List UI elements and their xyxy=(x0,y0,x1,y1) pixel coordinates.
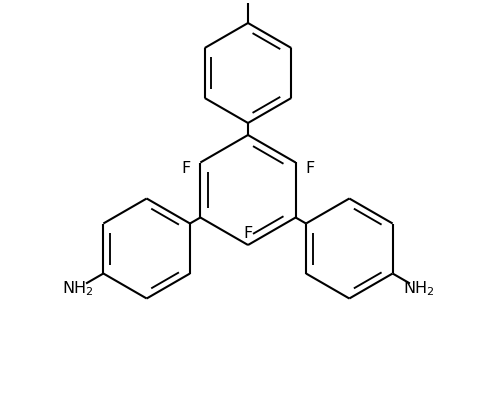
Text: NH$_2$: NH$_2$ xyxy=(403,279,434,298)
Text: NH$_2$: NH$_2$ xyxy=(62,279,93,298)
Text: F: F xyxy=(182,161,191,176)
Text: NH$_2$: NH$_2$ xyxy=(232,0,264,2)
Text: F: F xyxy=(305,161,314,176)
Text: F: F xyxy=(244,225,252,241)
